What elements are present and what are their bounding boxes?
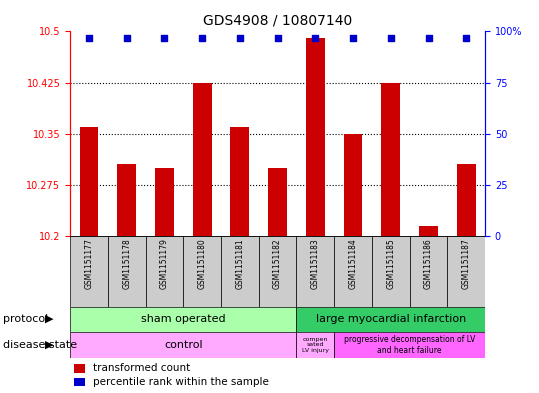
Text: GSM1151181: GSM1151181	[236, 238, 244, 288]
Bar	[306, 38, 325, 236]
Bar	[410, 236, 447, 307]
Point	[273, 35, 282, 41]
Text: percentile rank within the sample: percentile rank within the sample	[93, 377, 269, 387]
Text: large myocardial infarction: large myocardial infarction	[316, 314, 466, 324]
Bar	[419, 226, 438, 236]
Text: disease state: disease state	[3, 340, 77, 350]
Title: GDS4908 / 10807140: GDS4908 / 10807140	[203, 13, 352, 28]
Bar	[74, 378, 85, 386]
Bar	[457, 164, 476, 236]
Text: GSM1151177: GSM1151177	[85, 238, 93, 289]
Point	[424, 35, 433, 41]
Text: GSM1151187: GSM1151187	[462, 238, 471, 289]
Bar	[296, 236, 334, 307]
Bar	[259, 236, 296, 307]
Bar	[155, 168, 174, 236]
Bar	[74, 364, 85, 373]
Bar	[296, 332, 334, 358]
Text: GSM1151185: GSM1151185	[386, 238, 395, 289]
Point	[386, 35, 395, 41]
Bar	[70, 307, 296, 332]
Text: protocol: protocol	[3, 314, 48, 324]
Text: transformed count: transformed count	[93, 364, 190, 373]
Bar	[344, 134, 363, 236]
Bar	[296, 307, 485, 332]
Text: GSM1151182: GSM1151182	[273, 238, 282, 288]
Bar	[108, 236, 146, 307]
Text: GSM1151183: GSM1151183	[311, 238, 320, 289]
Text: progressive decompensation of LV
and heart failure: progressive decompensation of LV and hea…	[344, 335, 475, 354]
Text: GSM1151184: GSM1151184	[349, 238, 357, 289]
Text: sham operated: sham operated	[141, 314, 226, 324]
Text: ▶: ▶	[45, 340, 54, 350]
Bar	[334, 236, 372, 307]
Point	[462, 35, 471, 41]
Point	[349, 35, 357, 41]
Text: GSM1151180: GSM1151180	[198, 238, 206, 289]
Text: ▶: ▶	[45, 314, 54, 324]
Text: GSM1151186: GSM1151186	[424, 238, 433, 289]
Bar	[183, 236, 221, 307]
Bar	[80, 127, 99, 236]
Text: control: control	[164, 340, 203, 350]
Bar	[70, 332, 296, 358]
Bar	[382, 83, 400, 236]
Point	[85, 35, 93, 41]
Bar	[118, 164, 136, 236]
Bar	[268, 168, 287, 236]
Point	[122, 35, 131, 41]
Bar	[146, 236, 183, 307]
Point	[311, 35, 320, 41]
Bar	[447, 236, 485, 307]
Point	[198, 35, 206, 41]
Text: GSM1151178: GSM1151178	[122, 238, 131, 289]
Point	[236, 35, 244, 41]
Bar	[231, 127, 249, 236]
Bar	[70, 236, 108, 307]
Point	[160, 35, 169, 41]
Bar	[372, 236, 410, 307]
Bar	[193, 83, 211, 236]
Bar	[334, 332, 485, 358]
Text: compen
sated
LV injury: compen sated LV injury	[302, 336, 329, 353]
Text: GSM1151179: GSM1151179	[160, 238, 169, 289]
Bar	[221, 236, 259, 307]
